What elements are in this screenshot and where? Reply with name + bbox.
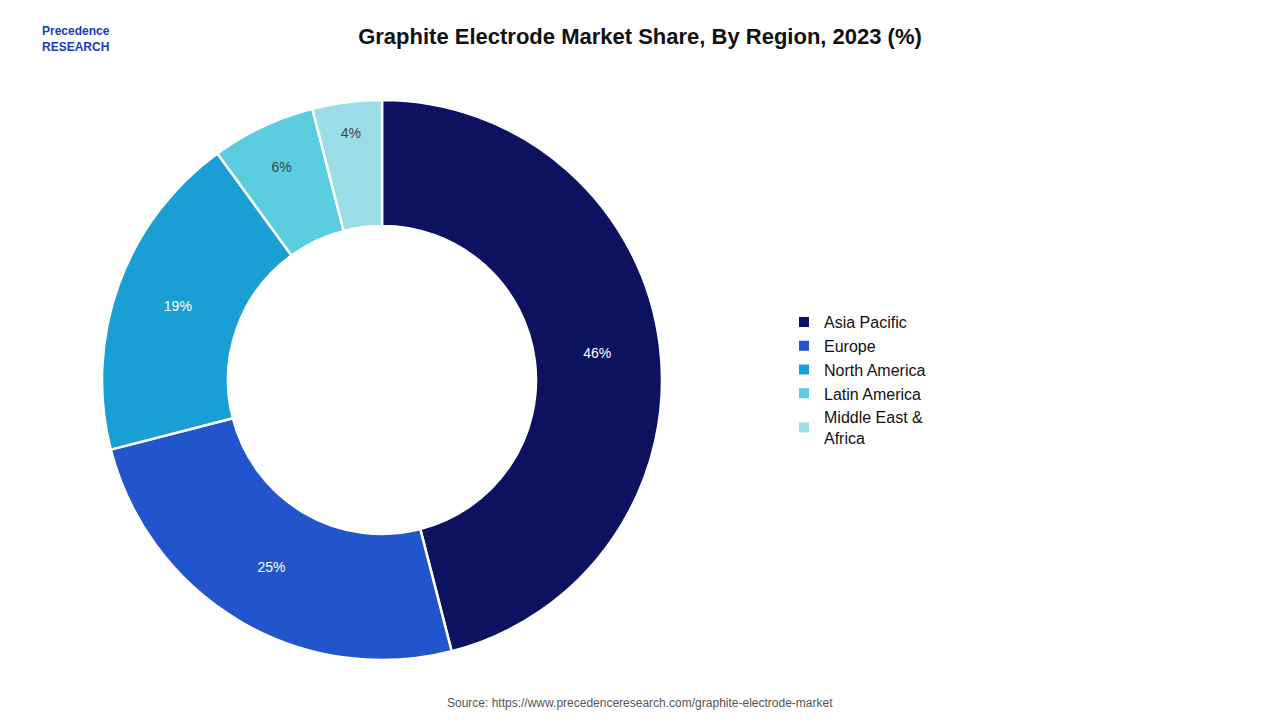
svg-text:19%: 19% <box>164 298 192 314</box>
svg-text:Graphite Electrode Market Shar: Graphite Electrode Market Share, By Regi… <box>358 24 922 49</box>
svg-text:6%: 6% <box>271 159 291 175</box>
svg-text:Europe: Europe <box>824 338 876 355</box>
svg-text:Source: https://www.precedence: Source: https://www.precedenceresearch.c… <box>447 696 833 710</box>
svg-text:PrecedenceRESEARCH: PrecedenceRESEARCH <box>42 24 110 54</box>
svg-text:Latin America: Latin America <box>824 386 921 403</box>
svg-text:4%: 4% <box>341 125 361 141</box>
svg-text:Middle East &Africa: Middle East &Africa <box>824 409 923 447</box>
svg-text:25%: 25% <box>258 559 286 575</box>
svg-text:46%: 46% <box>583 345 611 361</box>
svg-text:North America: North America <box>824 362 925 379</box>
svg-text:Asia Pacific: Asia Pacific <box>824 314 907 331</box>
